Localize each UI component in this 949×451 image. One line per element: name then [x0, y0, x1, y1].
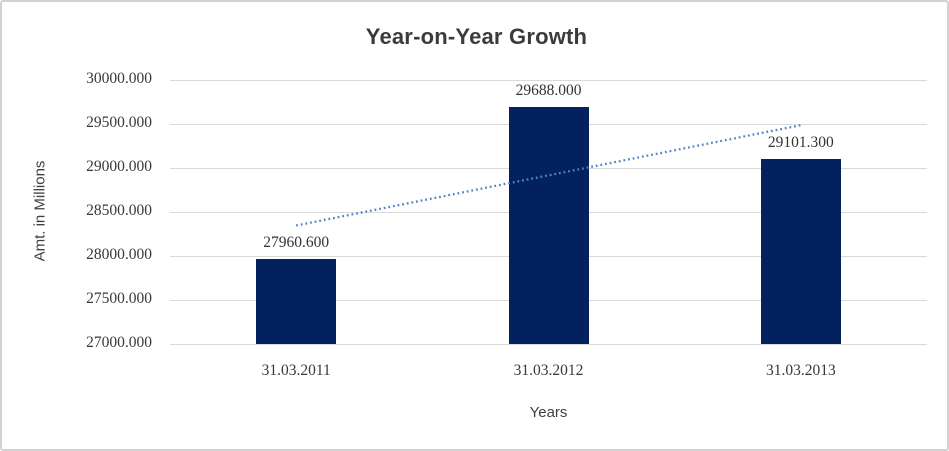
x-tick-label: 31.03.2012 — [513, 362, 584, 379]
bar — [256, 259, 337, 344]
y-tick-label: 30000.000 — [86, 70, 152, 87]
bar — [508, 107, 589, 344]
bar-value-label: 27960.600 — [263, 234, 330, 252]
y-tick-label: 29500.000 — [86, 114, 152, 131]
x-axis-title: Years — [529, 404, 568, 421]
bar-value-label: 29101.300 — [767, 134, 834, 152]
trendline — [295, 124, 802, 227]
gridline — [170, 344, 927, 345]
y-axis-title: Amt. in Millions — [31, 160, 49, 262]
y-tick-label: 28000.000 — [86, 246, 152, 263]
bar — [760, 159, 841, 344]
y-tick-label: 28500.000 — [86, 202, 152, 219]
plot-area: 27960.600 29688.000 29101.300 — [170, 80, 927, 345]
gridline — [170, 80, 927, 81]
x-tick-label: 31.03.2013 — [765, 362, 836, 379]
y-tick-label: 29000.000 — [86, 158, 152, 175]
x-tick-label: 31.03.2011 — [261, 362, 331, 379]
bar-value-label: 29688.000 — [515, 82, 582, 100]
y-tick-label: 27500.000 — [86, 290, 152, 307]
y-tick-label: 27000.000 — [86, 334, 152, 351]
chart-title: Year-on-Year Growth — [365, 24, 588, 49]
